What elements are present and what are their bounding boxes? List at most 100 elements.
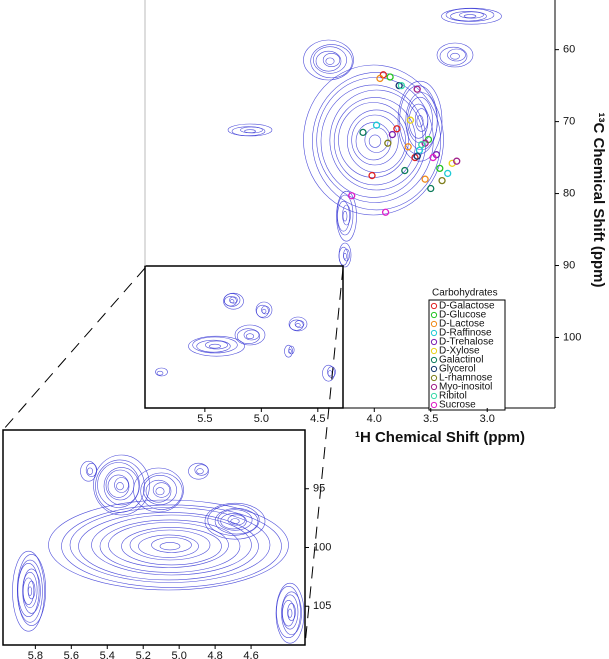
- contour: [347, 109, 406, 173]
- legend-label: Glycerol: [439, 364, 476, 375]
- contour: [244, 129, 256, 133]
- legend-marker: [430, 401, 438, 409]
- contour: [159, 542, 181, 551]
- contour: [463, 14, 477, 19]
- peak-marker: [429, 153, 437, 162]
- peak-marker: [453, 157, 461, 165]
- peak-marker: [418, 140, 426, 149]
- contour: [223, 292, 244, 310]
- contour: [329, 89, 424, 191]
- contour: [207, 504, 260, 536]
- legend-marker: [430, 329, 438, 337]
- contour: [129, 529, 211, 561]
- contour: [282, 600, 295, 627]
- contour: [322, 364, 335, 382]
- contour: [196, 468, 204, 475]
- x-tick-label: 3.0: [480, 413, 495, 425]
- x-tick-label: 5.5: [197, 413, 212, 425]
- contour: [445, 8, 495, 22]
- contour: [342, 210, 348, 222]
- x-axis-label: ¹H Chemical Shift (ppm): [355, 429, 525, 446]
- contour: [152, 482, 171, 498]
- contour: [97, 462, 140, 508]
- peak-marker: [444, 169, 452, 178]
- legend-label: Sucrose: [439, 400, 476, 411]
- contour: [27, 580, 36, 600]
- legend-marker: [430, 338, 438, 346]
- contour: [397, 80, 443, 162]
- peak-marker: [386, 73, 394, 81]
- y-tick-label: 80: [563, 187, 575, 199]
- legend-marker: [430, 302, 438, 310]
- contour: [327, 370, 333, 377]
- x-tick-label: 5.0: [254, 413, 269, 425]
- peak-marker: [421, 175, 429, 183]
- contour: [281, 591, 302, 635]
- contour: [227, 514, 246, 526]
- contour: [214, 508, 259, 535]
- peak-marker: [406, 116, 415, 124]
- contour: [351, 114, 399, 166]
- contour: [447, 48, 466, 62]
- contour: [116, 482, 124, 491]
- contour: [95, 459, 145, 513]
- legend-box: [428, 299, 506, 411]
- contour: [295, 323, 301, 328]
- contour: [155, 367, 168, 377]
- contour: [276, 585, 301, 639]
- contour: [287, 603, 296, 621]
- contour: [93, 454, 150, 516]
- contour: [245, 333, 255, 340]
- contour: [342, 204, 351, 226]
- contour: [368, 134, 382, 148]
- contour: [288, 316, 308, 332]
- peak-marker: [436, 164, 444, 173]
- x-tick-label: 4.5: [310, 413, 325, 425]
- peak-marker: [384, 139, 392, 147]
- legend-marker: [430, 365, 438, 373]
- contour: [255, 301, 273, 319]
- contour: [209, 343, 221, 349]
- legend-label: D-Glucose: [439, 310, 487, 321]
- legend-label: Myo-inositol: [439, 382, 492, 393]
- contour: [220, 513, 247, 530]
- legend-label: D-Xylose: [439, 346, 480, 357]
- contour: [364, 127, 389, 153]
- contour: [192, 336, 238, 354]
- peak-marker: [376, 74, 384, 83]
- contour: [450, 52, 460, 60]
- legend-label: Galactinol: [439, 355, 483, 366]
- contour: [231, 126, 266, 136]
- inset-box: [144, 265, 344, 409]
- contour: [315, 50, 342, 72]
- contour: [12, 550, 45, 632]
- contour: [133, 467, 184, 513]
- contour: [333, 97, 417, 186]
- y-tick-label: 100: [563, 331, 581, 343]
- x-tick-label: 4.8: [207, 650, 222, 659]
- contour: [436, 42, 474, 68]
- legend-label: D-Trehalose: [439, 337, 494, 348]
- contour: [336, 190, 357, 242]
- contour: [288, 345, 295, 355]
- peak-marker: [381, 208, 390, 216]
- contour: [441, 7, 502, 25]
- contour: [22, 568, 41, 614]
- x-tick-label: 5.6: [64, 650, 79, 659]
- legend-marker: [430, 347, 438, 355]
- contour: [416, 115, 424, 128]
- contour: [355, 122, 392, 161]
- contour: [284, 344, 293, 358]
- peak-marker: [388, 130, 397, 139]
- contour: [256, 304, 269, 318]
- contour: [338, 102, 409, 178]
- contour: [145, 479, 172, 503]
- peak-marker: [438, 176, 446, 185]
- x-tick-label: 5.2: [136, 650, 151, 659]
- contour: [151, 537, 192, 553]
- contour: [138, 534, 199, 558]
- contour: [310, 44, 353, 79]
- y-tick-label: 105: [313, 600, 331, 612]
- contour: [325, 57, 335, 65]
- peak-marker: [413, 85, 421, 93]
